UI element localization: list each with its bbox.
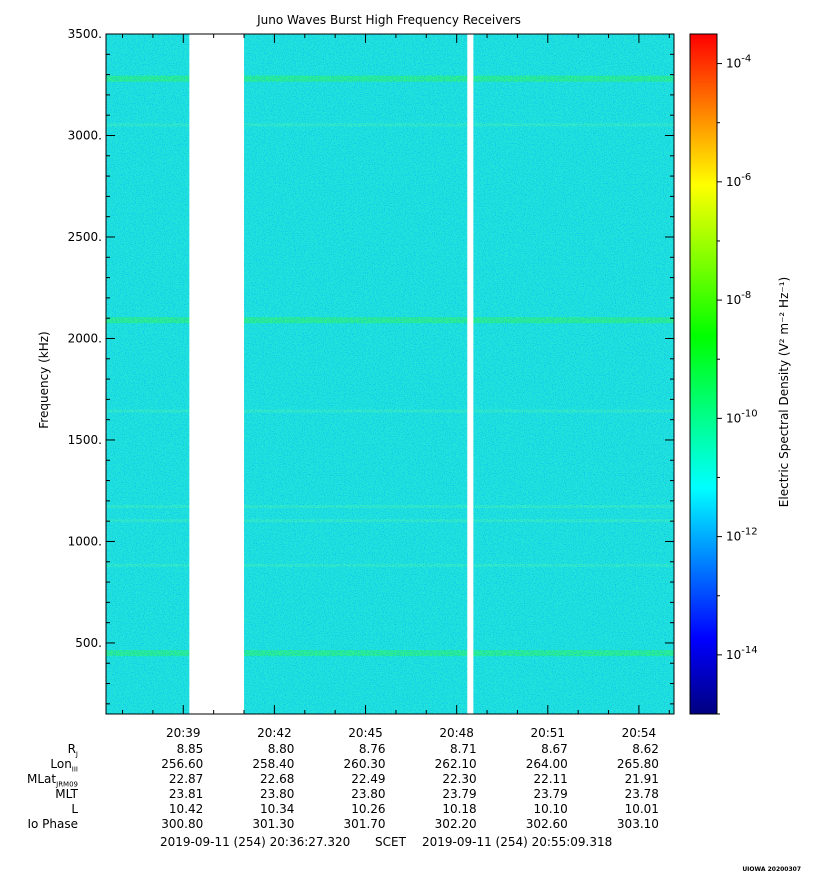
y-tick-label: 1000. (68, 534, 102, 548)
ephemeris-value: 10.10 (533, 802, 568, 816)
ephemeris-value: 256.60 (161, 757, 204, 771)
ephemeris-value: 260.30 (343, 757, 386, 771)
ephemeris-label: MLatJRM09 (27, 772, 78, 789)
y-axis: 3500. 3000. 2500. 2000. 1500. 1000. 500. (68, 27, 674, 705)
colorbar-label: Electric Spectral Density (V² m⁻² Hz⁻¹) (777, 277, 791, 507)
y-axis-label: Frequency (kHz) (37, 331, 51, 428)
plot-frame (105, 33, 675, 715)
colorbar-tick-label: 10-10 (726, 408, 758, 425)
colorbar-tick-label: 10-6 (726, 172, 751, 189)
ephemeris-value: 21.91 (624, 772, 659, 786)
x-tick-label: 20:39 (166, 726, 201, 740)
ephemeris-value: 258.40 (252, 757, 295, 771)
colorbar-tick-label: 10-4 (726, 54, 751, 71)
x-tick-label: 20:48 (439, 726, 474, 740)
ephemeris-value: 265.80 (616, 757, 659, 771)
ephemeris-value: 301.70 (343, 817, 386, 831)
x-tick-label: 20:42 (257, 726, 292, 740)
ephemeris-label: Io Phase (27, 817, 78, 831)
y-tick-label: 2000. (68, 331, 102, 345)
ephemeris-value: 301.30 (252, 817, 295, 831)
ephemeris-label: LonIII (50, 757, 78, 774)
y-tick-label: 500. (75, 636, 102, 650)
scet-start: 2019-09-11 (254) 20:36:27.320 (160, 835, 351, 849)
ephemeris-value: 10.34 (260, 802, 295, 816)
ephemeris-value: 23.80 (351, 787, 386, 801)
ephemeris-value: 262.10 (434, 757, 477, 771)
ephemeris-value: 8.62 (632, 742, 659, 756)
ephemeris-value: 22.49 (351, 772, 386, 786)
ephemeris-value: 23.80 (260, 787, 295, 801)
ephemeris-value: 23.81 (168, 787, 204, 801)
ephemeris-value: 303.10 (616, 817, 659, 831)
ephemeris-label: RJ (67, 742, 78, 759)
y-tick-label: 1500. (68, 433, 102, 447)
x-tick-label: 20:51 (530, 726, 565, 740)
ephemeris-value: 22.68 (260, 772, 295, 786)
ephemeris-value: 302.20 (434, 817, 477, 831)
ephemeris-value: 22.30 (442, 772, 477, 786)
x-axis: 20:39 20:42 20:45 20:48 20:51 20:54 (122, 34, 670, 740)
x-tick-label: 20:54 (622, 726, 657, 740)
ephemeris-value: 8.80 (267, 742, 295, 756)
ephemeris-value: 10.42 (168, 802, 204, 816)
ephemeris-value: 23.79 (442, 787, 477, 801)
ephemeris-value: 8.85 (176, 742, 204, 756)
colorbar-ticks: 10-4 10-6 10-8 10-10 10-12 10-14 (717, 54, 758, 715)
ephemeris-value: 10.18 (442, 802, 477, 816)
x-tick-label: 20:45 (348, 726, 383, 740)
colorbar-tick-label: 10-8 (726, 290, 751, 307)
colorbar-tick-label: 10-14 (726, 645, 758, 662)
ephemeris-value: 8.76 (358, 742, 386, 756)
data-gap-0 (189, 34, 245, 714)
ephemeris-value: 10.26 (351, 802, 386, 816)
plot-area (106, 34, 674, 714)
colorbar-gradient (689, 33, 718, 715)
ephemeris-value: 23.78 (624, 787, 659, 801)
colorbar: 10-4 10-6 10-8 10-10 10-12 10-14 (689, 33, 758, 715)
scet-end: 2019-09-11 (254) 20:55:09.318 (422, 835, 613, 849)
ephemeris-value: 264.00 (525, 757, 568, 771)
data-gap-1 (467, 34, 474, 714)
ephemeris-value: 8.67 (541, 742, 568, 756)
ephemeris-value: 8.71 (449, 742, 477, 756)
y-tick-label: 2500. (68, 230, 102, 244)
ephemeris-label: L (71, 802, 78, 816)
data-gaps (189, 34, 474, 714)
ephemeris-value: 302.60 (525, 817, 568, 831)
ephemeris-value: 22.87 (168, 772, 204, 786)
y-tick-label: 3500. (68, 27, 102, 41)
ephemeris-value: 10.01 (624, 802, 659, 816)
chart-title: Juno Waves Burst High Frequency Receiver… (256, 13, 521, 27)
colorbar-tick-label: 10-12 (726, 527, 758, 544)
ephemeris-value: 22.11 (533, 772, 568, 786)
ephemeris-value: 23.79 (533, 787, 568, 801)
y-tick-label: 3000. (68, 128, 102, 142)
ephemeris-value: 300.80 (161, 817, 204, 831)
footer-credit: UIOWA 20200307 (742, 866, 801, 873)
ephemeris-label: MLT (55, 787, 78, 801)
scet-label: SCET (375, 835, 406, 849)
